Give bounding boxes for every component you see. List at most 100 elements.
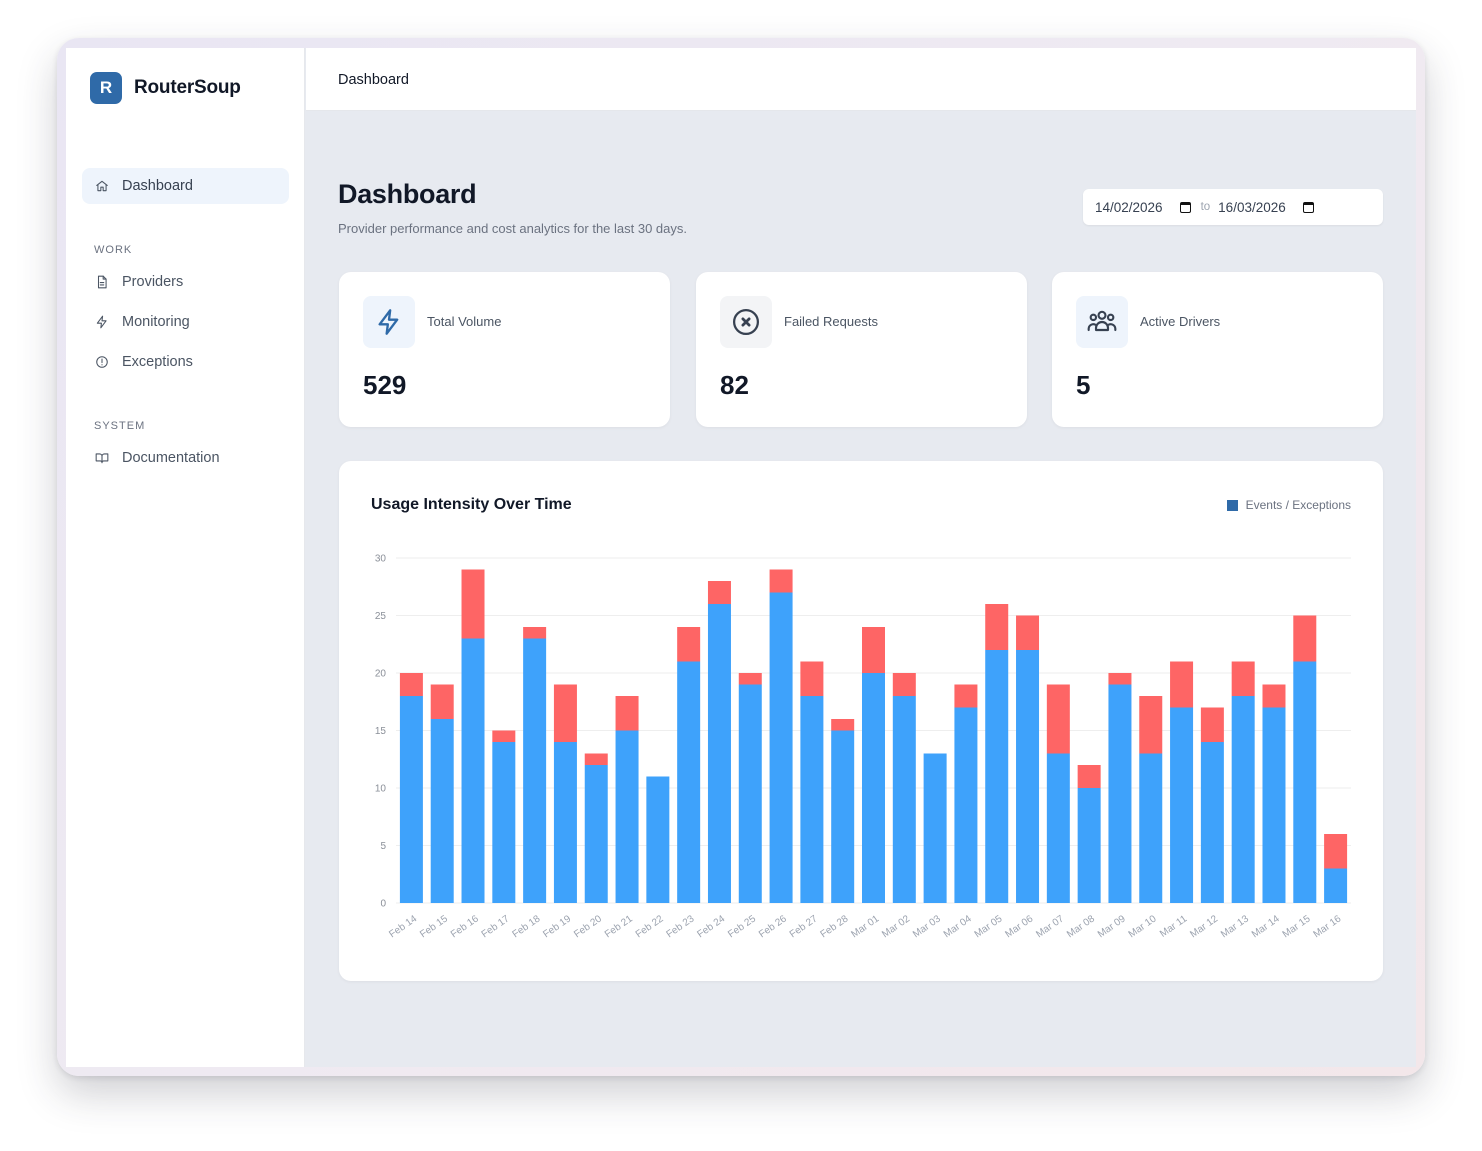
y-tick-label: 20 bbox=[375, 669, 387, 680]
x-tick-label: Mar 03 bbox=[911, 913, 943, 940]
x-tick-label: Mar 16 bbox=[1312, 913, 1344, 940]
y-tick-label: 5 bbox=[380, 841, 386, 852]
sidebar-item-label: Monitoring bbox=[122, 314, 190, 330]
sidebar-item-providers[interactable]: Providers bbox=[82, 264, 289, 300]
sidebar-item-label: Documentation bbox=[122, 450, 220, 466]
date-to-value: 16/03/2026 bbox=[1218, 199, 1286, 215]
x-tick-label: Mar 12 bbox=[1188, 913, 1220, 940]
x-tick-label: Mar 01 bbox=[849, 913, 881, 940]
bar-exceptions bbox=[584, 753, 608, 765]
x-tick-label: Mar 14 bbox=[1250, 913, 1282, 940]
sidebar: R RouterSoup Dashboard WORK Providers Mo… bbox=[66, 48, 305, 1067]
bar-events bbox=[985, 650, 1009, 903]
bar-exceptions bbox=[862, 627, 885, 673]
bolt-icon bbox=[96, 315, 107, 329]
bar-events bbox=[523, 638, 547, 903]
bolt-icon bbox=[378, 309, 399, 335]
calendar-icon[interactable] bbox=[1179, 201, 1191, 213]
bar-events bbox=[769, 592, 793, 903]
bar-events bbox=[1262, 707, 1286, 903]
alert-circle-icon bbox=[96, 356, 108, 368]
stat-card-total-volume: Total Volume 529 bbox=[339, 272, 670, 427]
users-icon bbox=[1087, 310, 1117, 332]
date-to-input[interactable]: 16/03/2026 bbox=[1218, 200, 1314, 215]
file-icon bbox=[97, 275, 107, 289]
x-tick-label: Feb 25 bbox=[726, 913, 758, 940]
brand-logo: R bbox=[90, 72, 122, 104]
date-range-separator: to bbox=[1200, 201, 1211, 213]
bar-events bbox=[430, 719, 454, 903]
stat-label: Total Volume bbox=[427, 314, 502, 329]
bar-events bbox=[615, 730, 639, 903]
bar-events bbox=[800, 696, 824, 903]
x-tick-label: Feb 27 bbox=[788, 913, 820, 940]
bar-exceptions bbox=[831, 719, 855, 731]
bar-events bbox=[1139, 753, 1163, 903]
bar-exceptions bbox=[1231, 661, 1255, 696]
y-tick-label: 0 bbox=[380, 899, 386, 910]
date-from-input[interactable]: 14/02/2026 bbox=[1095, 200, 1191, 215]
brand[interactable]: R RouterSoup bbox=[90, 72, 241, 104]
sidebar-item-exceptions[interactable]: Exceptions bbox=[82, 344, 289, 380]
legend-swatch bbox=[1226, 499, 1238, 511]
bar-events bbox=[831, 730, 855, 903]
bar-exceptions bbox=[399, 673, 423, 696]
bar-events bbox=[707, 604, 731, 903]
x-circle-icon bbox=[733, 309, 759, 335]
x-tick-label: Feb 22 bbox=[634, 913, 666, 940]
bar-exceptions bbox=[1139, 696, 1163, 754]
bar-exceptions bbox=[738, 673, 762, 685]
topbar: Dashboard bbox=[306, 48, 1416, 111]
bar-exceptions bbox=[430, 684, 454, 719]
sidebar-item-label: Exceptions bbox=[122, 354, 193, 370]
x-tick-label: Feb 20 bbox=[572, 913, 604, 940]
chart-legend[interactable]: Events / Exceptions bbox=[1226, 498, 1351, 512]
bar-exceptions bbox=[1293, 615, 1317, 662]
bar-events bbox=[646, 776, 670, 903]
y-tick-label: 15 bbox=[375, 726, 387, 737]
bar-exceptions bbox=[769, 569, 793, 593]
stat-icon-box bbox=[363, 296, 415, 348]
chart-title: Usage Intensity Over Time bbox=[371, 496, 572, 513]
sidebar-item-label: Providers bbox=[122, 274, 184, 290]
bar-events bbox=[584, 765, 608, 903]
bar-exceptions bbox=[1324, 834, 1348, 869]
sidebar-item-dashboard[interactable]: Dashboard bbox=[82, 168, 289, 204]
section-label-work: WORK bbox=[94, 244, 133, 256]
calendar-icon[interactable] bbox=[1302, 201, 1314, 213]
bar-events bbox=[553, 742, 577, 903]
sidebar-item-documentation[interactable]: Documentation bbox=[82, 440, 289, 476]
bar-exceptions bbox=[523, 627, 547, 639]
brand-name: RouterSoup bbox=[134, 77, 241, 98]
bar-exceptions bbox=[954, 684, 978, 708]
breadcrumb[interactable]: Dashboard bbox=[338, 72, 409, 88]
x-tick-label: Mar 07 bbox=[1034, 913, 1066, 940]
x-tick-label: Feb 24 bbox=[695, 913, 727, 940]
bar-events bbox=[677, 661, 701, 903]
x-tick-label: Mar 15 bbox=[1281, 913, 1313, 940]
y-tick-label: 10 bbox=[375, 784, 387, 795]
section-label-system: SYSTEM bbox=[94, 420, 146, 432]
stat-icon-box bbox=[1076, 296, 1128, 348]
sidebar-item-monitoring[interactable]: Monitoring bbox=[82, 304, 289, 340]
sidebar-item-label: Dashboard bbox=[122, 178, 193, 194]
stat-value: 529 bbox=[363, 370, 407, 400]
x-tick-label: Feb 16 bbox=[449, 913, 481, 940]
bar-exceptions bbox=[1262, 684, 1286, 708]
x-tick-label: Mar 02 bbox=[880, 913, 912, 940]
bar-exceptions bbox=[1170, 661, 1194, 708]
bar-events bbox=[1108, 684, 1132, 903]
bar-events bbox=[1200, 742, 1224, 903]
x-tick-label: Feb 23 bbox=[665, 913, 697, 940]
bar-events bbox=[1077, 788, 1101, 903]
bar-events bbox=[1016, 650, 1040, 903]
app-frame: R RouterSoup Dashboard WORK Providers Mo… bbox=[66, 48, 1416, 1067]
stat-value: 5 bbox=[1076, 370, 1091, 400]
bar-exceptions bbox=[677, 627, 701, 662]
x-tick-label: Feb 18 bbox=[511, 913, 543, 940]
page-title: Dashboard bbox=[338, 179, 477, 209]
bar-events bbox=[461, 638, 485, 903]
x-tick-label: Feb 26 bbox=[757, 913, 789, 940]
bar-exceptions bbox=[1016, 615, 1040, 650]
